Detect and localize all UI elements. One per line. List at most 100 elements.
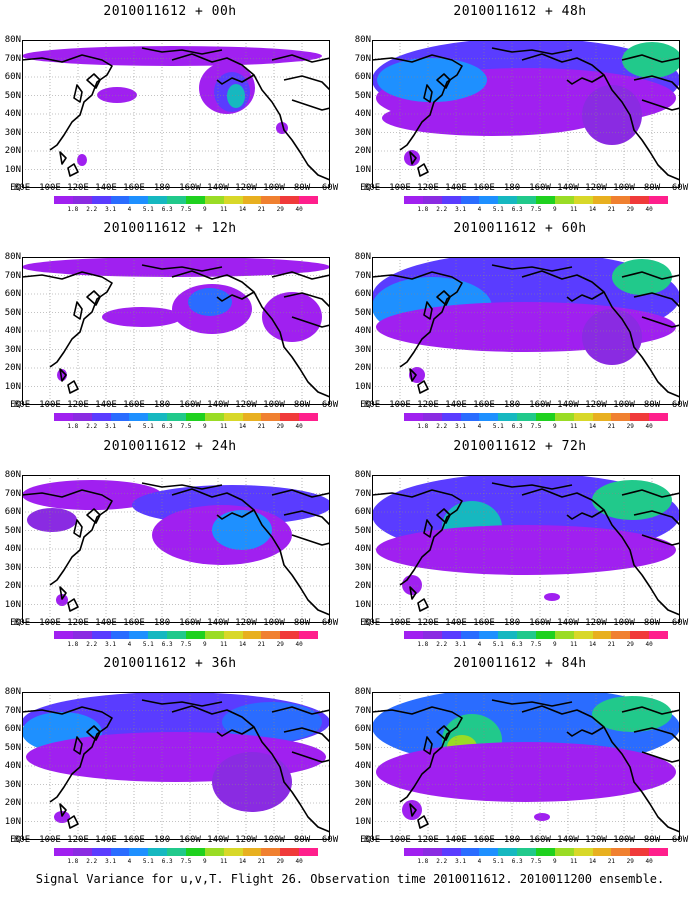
variance-region: [612, 259, 672, 295]
lon-tick-label: 120E: [67, 618, 89, 628]
lon-tick-label: 60W: [671, 400, 689, 410]
colorbar-tick-label: 9: [553, 423, 557, 430]
colorbar-swatch: [554, 413, 574, 421]
panel-title: 2010011612 + 48h: [453, 4, 587, 19]
lon-tick-label: 80W: [293, 183, 311, 193]
lon-tick-label: 80W: [293, 618, 311, 628]
lat-tick-label: 10N: [4, 164, 21, 175]
colorbar-swatch: [72, 848, 92, 856]
colorbar-swatch: [280, 631, 300, 639]
lat-tick-label: EQ: [10, 183, 21, 193]
colorbar-tick-label: 7.5: [530, 206, 542, 213]
map-border: [372, 692, 680, 840]
lat-tick-label: EQ: [360, 400, 371, 410]
coastline: [271, 54, 330, 63]
colorbar-swatch: [460, 413, 480, 421]
coastline: [491, 264, 573, 272]
lon-tick-label: 180: [503, 400, 521, 410]
colorbar-tick-label: 3.1: [455, 858, 466, 865]
colorbar-swatch: [223, 848, 243, 856]
colorbar-swatch: [592, 196, 612, 204]
variance-region: [622, 42, 680, 78]
colorbar-tick-label: 6.3: [161, 423, 173, 430]
colorbar-tick-label: 6.3: [511, 423, 523, 430]
colorbar-tick-label: 3.1: [105, 206, 116, 213]
colorbar-swatch: [460, 631, 480, 639]
colorbar-tick-label: 40: [295, 641, 303, 648]
lon-tick-label: 60W: [321, 835, 339, 845]
lat-tick-label: 80N: [354, 35, 371, 45]
colorbar-tick-label: 14: [238, 423, 247, 430]
colorbar-swatch: [441, 631, 461, 639]
lon-tick-label: 120E: [67, 400, 89, 410]
colorbar-swatch: [554, 631, 574, 639]
lat-tick-label: 70N: [354, 705, 371, 716]
colorbar-tick-label: 2.2: [436, 206, 448, 213]
map-plot-area: [22, 692, 330, 840]
lat-tick-label: EQ: [10, 835, 21, 845]
colorbar-swatch: [630, 196, 650, 204]
colorbar-tick-label: 1.8: [67, 423, 79, 430]
map-panel-00h: 2010011612 + 00h 80N 70N 60N 50N 40N 30N 20N 10…: [0, 0, 340, 213]
coastline: [283, 75, 330, 91]
coastline: [641, 534, 680, 546]
colorbar-tick-label: 9: [203, 206, 207, 213]
lon-tick-label: 80E: [13, 183, 31, 193]
colorbar-swatch: [280, 196, 300, 204]
lon-tick-label: 180: [153, 618, 171, 628]
colorbar-tick-label: 9: [553, 858, 557, 865]
panel-title: 2010011612 + 24h: [103, 439, 237, 454]
panel-title: 2010011612 + 60h: [453, 221, 587, 236]
coastline: [291, 316, 330, 328]
lat-tick-label: EQ: [10, 618, 21, 628]
coastline: [86, 73, 101, 89]
coastline: [423, 519, 433, 538]
variance-region: [22, 46, 322, 66]
coastline: [86, 725, 101, 741]
colorbar-swatch: [299, 631, 319, 639]
lat-tick-label: 10N: [354, 599, 371, 610]
colorbar-tick-label: 29: [276, 641, 284, 648]
colorbar-tick-label: 14: [238, 206, 247, 213]
lat-tick-label: 30N: [4, 344, 21, 355]
coastline: [59, 803, 67, 817]
lon-tick-label: 140E: [95, 835, 117, 845]
lon-tick-label: 80W: [643, 183, 661, 193]
lon-tick-label: 140E: [95, 400, 117, 410]
colorbar-tick-label: 3.1: [105, 641, 116, 648]
lon-tick-label: 120W: [235, 183, 257, 193]
variance-map: [372, 257, 680, 405]
coastline: [633, 292, 680, 308]
lon-tick-label: 180: [503, 618, 521, 628]
lon-tick-label: 120W: [235, 400, 257, 410]
map-plot-area: [22, 40, 330, 188]
colorbar-tick-label: 2.2: [86, 423, 98, 430]
lon-tick-label: 80W: [293, 400, 311, 410]
lat-tick-label: 20N: [4, 798, 21, 808]
map-panel-84h: 2010011612 + 84h 80N 70N 60N 50N 40N 30N 20N 10…: [350, 652, 690, 865]
colorbar-labels: 1.8 2.2 3.1 4 5.1 6.3 7.5 9 11 14 21 29 40: [404, 206, 668, 214]
colorbar-swatch: [554, 196, 574, 204]
lon-tick-label: 140E: [445, 835, 467, 845]
map-border: [22, 257, 330, 405]
lat-tick-label: 40N: [4, 109, 21, 119]
coastline: [436, 290, 451, 306]
panel-title: 2010011612 + 00h: [103, 4, 237, 19]
colorbar-swatch: [479, 413, 499, 421]
colorbar-tick-label: 1.8: [417, 206, 429, 213]
lon-tick-label: 100E: [39, 183, 61, 193]
lat-tick-label: 30N: [354, 127, 371, 138]
map-plot-area: [372, 692, 680, 840]
lat-tick-label: 60N: [4, 72, 21, 82]
lon-tick-label: 160W: [179, 835, 201, 845]
colorbar-tick-label: 7.5: [530, 423, 542, 430]
map-panel-24h: 2010011612 + 24h 80N 70N 60N 50N 40N 30N 20N 10…: [0, 435, 340, 648]
map-panel-72h: 2010011612 + 72h 80N 70N 60N 50N 40N 30N 20N 10…: [350, 435, 690, 648]
coastline: [291, 534, 330, 546]
colorbar-swatch: [630, 413, 650, 421]
colorbar-swatch: [299, 413, 319, 421]
coastline: [417, 163, 429, 177]
lat-tick-label: 40N: [354, 761, 371, 771]
coastline: [216, 726, 255, 737]
lat-tick-label: 70N: [354, 488, 371, 499]
